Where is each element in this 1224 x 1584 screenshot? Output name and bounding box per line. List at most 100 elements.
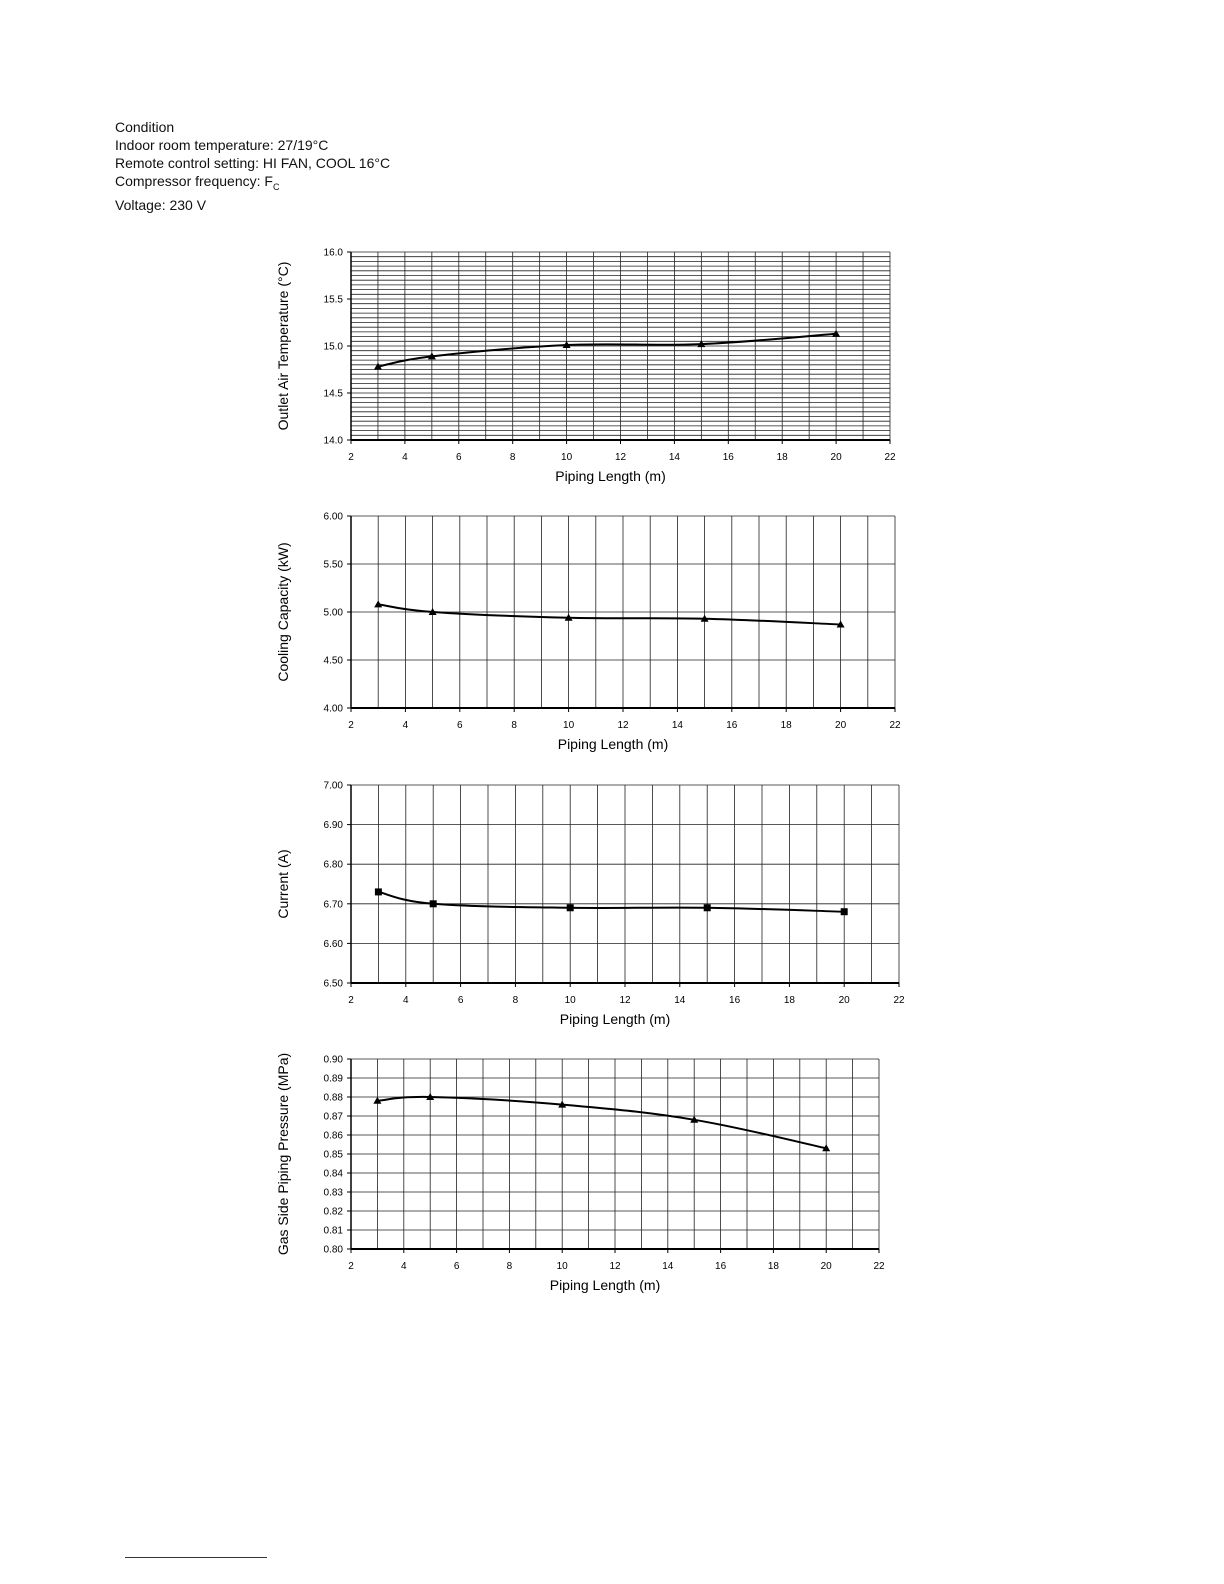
data-point-triangle (562, 341, 571, 349)
data-point-triangle (822, 1144, 831, 1152)
x-tick-label: 16 (729, 995, 741, 1006)
x-tick-label: 20 (835, 720, 847, 731)
x-tick-label: 12 (619, 995, 631, 1006)
x-tick-label: 14 (674, 995, 686, 1006)
chart-1: 2 4 6 8 10 12 14 16 18 20 22 14.0 14.5 15.0 15.5 16.0 Pi… (275, 248, 896, 485)
series-line (378, 890, 845, 913)
x-tick-label: 18 (784, 995, 796, 1006)
y-tick-label: 0.84 (324, 1169, 344, 1180)
data-point-square (429, 900, 437, 908)
x-tick-label: 2 (348, 720, 354, 731)
x-tick-label: 12 (609, 1261, 621, 1272)
condition-voltage: Voltage: 230 V (115, 196, 207, 213)
y-tick-label: 7.00 (324, 781, 344, 792)
condition-heading: Condition (115, 119, 175, 135)
data-point-triangle (700, 614, 709, 622)
y-axis-label: Current (A) (275, 849, 291, 918)
y-tick-label: 14.5 (324, 389, 344, 400)
y-tick-label: 14.0 (324, 436, 344, 447)
data-point-triangle (373, 1096, 382, 1104)
y-tick-label: 6.70 (324, 899, 344, 910)
x-tick-label: 16 (715, 1261, 727, 1272)
x-tick-label: 10 (563, 720, 575, 731)
x-tick-label: 18 (781, 720, 793, 731)
data-point-triangle (564, 613, 573, 621)
data-point-triangle (427, 352, 436, 360)
y-tick-label: 0.88 (324, 1093, 344, 1104)
data-point-square (840, 908, 848, 916)
y-tick-label: 4.00 (324, 704, 344, 715)
x-tick-label: 6 (458, 995, 464, 1006)
y-tick-label: 15.5 (324, 295, 344, 306)
chart-3: 2 4 6 8 10 12 14 16 18 20 22 6.50 6.60 6.70 6.80 6.90 7.… (275, 781, 905, 1028)
x-tick-label: 4 (402, 452, 408, 463)
chart-2: 2 4 6 8 10 12 14 16 18 20 22 4.00 4.50 5.00 5.50 6.00 Pi… (275, 512, 901, 753)
y-axis-label: Outlet Air Temperature (°C) (275, 262, 291, 431)
y-tick-label: 0.80 (324, 1245, 344, 1256)
y-tick-label: 5.00 (324, 608, 344, 619)
y-tick-label: 0.82 (324, 1207, 344, 1218)
x-tick-label: 8 (513, 995, 519, 1006)
x-tick-label: 4 (403, 720, 409, 731)
data-point-triangle (832, 329, 841, 337)
x-tick-label: 16 (726, 720, 738, 731)
x-tick-label: 14 (672, 720, 684, 731)
x-tick-label: 22 (884, 452, 896, 463)
x-tick-label: 10 (557, 1261, 569, 1272)
data-point-triangle (690, 1115, 699, 1123)
x-tick-label: 22 (889, 720, 901, 731)
x-tick-label: 4 (403, 995, 409, 1006)
y-axis-label: Gas Side Piping Pressure (MPa) (275, 1053, 291, 1255)
x-tick-label: 2 (348, 452, 354, 463)
x-tick-label: 8 (510, 452, 516, 463)
y-tick-label: 6.50 (324, 979, 344, 990)
data-point-triangle (428, 608, 437, 615)
y-tick-label: 6.60 (324, 939, 344, 950)
x-tick-label: 16 (723, 452, 735, 463)
data-point-triangle (374, 600, 383, 608)
y-tick-label: 0.81 (324, 1226, 344, 1237)
x-tick-label: 10 (561, 452, 573, 463)
x-tick-label: 8 (511, 720, 517, 731)
x-tick-label: 22 (893, 995, 905, 1006)
condition-block: Condition Indoor room temperature: 27/19… (115, 118, 390, 214)
x-tick-label: 10 (565, 995, 577, 1006)
series-line (377, 1095, 827, 1150)
x-tick-label: 22 (873, 1261, 885, 1272)
x-tick-label: 6 (454, 1261, 460, 1272)
y-tick-label: 0.87 (324, 1112, 344, 1123)
x-tick-label: 2 (348, 1261, 354, 1272)
data-point-triangle (558, 1100, 567, 1108)
x-tick-label: 18 (777, 452, 789, 463)
y-tick-label: 6.00 (324, 512, 344, 523)
y-tick-label: 16.0 (324, 248, 344, 259)
data-point-square (566, 904, 574, 912)
footer-rule (125, 1557, 267, 1558)
x-tick-label: 18 (768, 1261, 780, 1272)
x-axis-label: Piping Length (m) (558, 736, 669, 752)
x-tick-label: 20 (821, 1261, 833, 1272)
y-tick-label: 0.89 (324, 1074, 344, 1085)
series-line (378, 603, 841, 626)
compressor-label: Compressor frequency: F (115, 173, 273, 189)
y-tick-label: 5.50 (324, 560, 344, 571)
series-line (377, 332, 837, 368)
y-tick-label: 15.0 (324, 342, 344, 353)
condition-remote: Remote control setting: HI FAN, COOL 16°… (115, 155, 391, 171)
x-tick-label: 6 (457, 720, 463, 731)
x-axis-label: Piping Length (m) (550, 1277, 661, 1293)
x-tick-label: 14 (662, 1261, 674, 1272)
x-axis-label: Piping Length (m) (555, 468, 666, 484)
y-tick-label: 0.83 (324, 1188, 344, 1199)
y-tick-label: 0.90 (324, 1055, 344, 1066)
x-tick-label: 2 (348, 995, 354, 1006)
x-tick-label: 4 (401, 1261, 407, 1272)
chart-4: 2 4 6 8 10 12 14 16 18 20 22 0.80 0.81 0.82 0.83 0.84 0.… (275, 1053, 885, 1293)
y-tick-label: 6.80 (324, 860, 344, 871)
condition-compressor: Compressor frequency: FC (115, 172, 390, 196)
data-point-triangle (836, 620, 845, 628)
x-tick-label: 14 (669, 452, 681, 463)
y-tick-label: 4.50 (324, 656, 344, 667)
condition-indoor: Indoor room temperature: 27/19°C (115, 137, 329, 153)
